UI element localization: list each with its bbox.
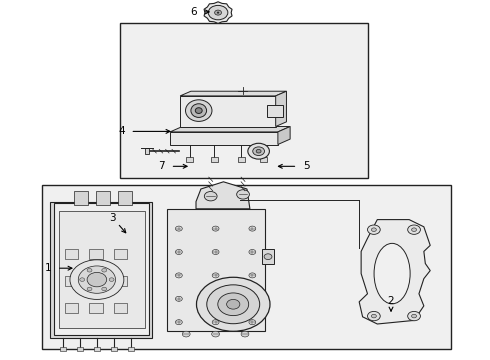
Bar: [65, 249, 78, 259]
Ellipse shape: [191, 104, 207, 117]
Circle shape: [204, 192, 217, 201]
Polygon shape: [180, 96, 276, 126]
Text: 3: 3: [109, 213, 116, 223]
Bar: [114, 276, 127, 286]
Bar: [54, 203, 149, 335]
Text: 1: 1: [45, 263, 51, 273]
Polygon shape: [278, 126, 290, 144]
Polygon shape: [267, 105, 283, 117]
Text: 4: 4: [118, 126, 125, 136]
Circle shape: [175, 249, 182, 255]
Circle shape: [208, 5, 228, 20]
Circle shape: [241, 331, 249, 337]
Bar: [114, 249, 127, 259]
Bar: [89, 303, 103, 313]
Circle shape: [212, 226, 219, 231]
Bar: [238, 157, 245, 162]
Circle shape: [368, 225, 380, 234]
Circle shape: [175, 320, 182, 325]
Bar: [59, 211, 145, 328]
Circle shape: [218, 293, 249, 316]
Circle shape: [102, 287, 107, 291]
Bar: [114, 303, 127, 313]
Ellipse shape: [78, 266, 116, 293]
Circle shape: [215, 10, 221, 15]
Circle shape: [249, 226, 256, 231]
Circle shape: [109, 278, 114, 282]
Circle shape: [249, 296, 256, 301]
Bar: [96, 191, 110, 205]
Circle shape: [249, 320, 256, 325]
Ellipse shape: [248, 143, 270, 159]
Circle shape: [80, 278, 85, 282]
Ellipse shape: [253, 147, 265, 156]
Bar: [89, 249, 103, 259]
Circle shape: [371, 228, 376, 231]
Bar: [89, 276, 103, 286]
Circle shape: [175, 226, 182, 231]
Bar: [186, 157, 193, 162]
Polygon shape: [180, 91, 287, 96]
Text: 5: 5: [303, 161, 310, 171]
Bar: [211, 157, 218, 162]
Circle shape: [226, 300, 240, 309]
Polygon shape: [204, 2, 232, 23]
Ellipse shape: [196, 108, 202, 113]
Bar: [128, 347, 134, 351]
Bar: [74, 191, 88, 205]
Polygon shape: [196, 182, 250, 209]
Bar: [120, 23, 368, 178]
Circle shape: [412, 314, 416, 318]
Circle shape: [87, 269, 92, 272]
Circle shape: [371, 314, 376, 318]
Ellipse shape: [87, 273, 107, 287]
Circle shape: [249, 273, 256, 278]
Text: 2: 2: [388, 296, 394, 306]
Circle shape: [264, 254, 272, 260]
Bar: [42, 185, 451, 349]
Circle shape: [412, 228, 416, 231]
Ellipse shape: [186, 100, 212, 121]
Ellipse shape: [256, 149, 261, 153]
Ellipse shape: [374, 243, 410, 304]
Circle shape: [175, 296, 182, 301]
Circle shape: [237, 190, 249, 199]
Circle shape: [102, 269, 107, 272]
Circle shape: [196, 277, 270, 331]
Bar: [262, 249, 274, 264]
Bar: [94, 347, 100, 351]
Polygon shape: [145, 148, 149, 154]
Bar: [111, 347, 117, 351]
Circle shape: [182, 331, 190, 337]
Bar: [260, 157, 267, 162]
Circle shape: [212, 249, 219, 255]
Text: 6: 6: [190, 7, 197, 17]
Circle shape: [212, 331, 220, 337]
Circle shape: [408, 311, 420, 321]
Circle shape: [217, 12, 219, 13]
Circle shape: [212, 320, 219, 325]
Polygon shape: [170, 126, 290, 132]
Bar: [77, 347, 83, 351]
Circle shape: [408, 225, 420, 234]
Text: 7: 7: [158, 161, 165, 171]
Circle shape: [212, 273, 219, 278]
Bar: [167, 209, 265, 331]
Circle shape: [212, 296, 219, 301]
Circle shape: [175, 273, 182, 278]
Polygon shape: [276, 91, 287, 126]
Circle shape: [87, 287, 92, 291]
Bar: [65, 303, 78, 313]
Ellipse shape: [70, 260, 124, 300]
Circle shape: [368, 311, 380, 321]
Bar: [60, 347, 66, 351]
Bar: [118, 191, 132, 205]
Circle shape: [207, 285, 260, 324]
Polygon shape: [359, 220, 430, 324]
Polygon shape: [50, 202, 152, 338]
Polygon shape: [170, 132, 278, 144]
Circle shape: [249, 249, 256, 255]
Bar: [65, 276, 78, 286]
